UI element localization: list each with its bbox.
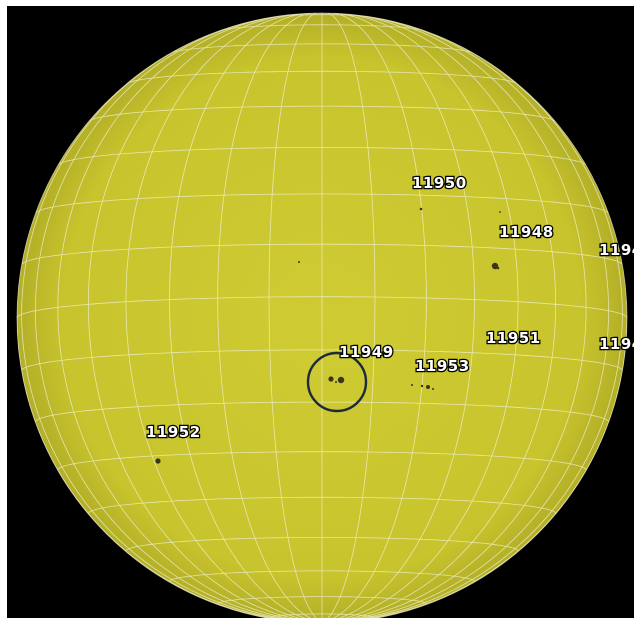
region-label-11950: 11950 bbox=[412, 174, 467, 192]
grid-line bbox=[321, 14, 557, 618]
grid-line bbox=[217, 13, 323, 618]
grid-line bbox=[169, 13, 323, 618]
region-labels: 11950 11948 11946 11951 11944 11949 1195… bbox=[145, 173, 641, 443]
sunspot-11953-c bbox=[411, 384, 413, 386]
sunspot-11949-b bbox=[337, 376, 345, 384]
sunspot-11953-b bbox=[420, 384, 424, 388]
grid-line bbox=[321, 13, 376, 618]
sunspot-minor-b bbox=[499, 211, 501, 213]
grid-line bbox=[321, 34, 623, 618]
sunspot-11953-d bbox=[432, 388, 434, 390]
grid-line bbox=[125, 13, 323, 618]
sun-limb bbox=[16, 12, 628, 618]
sunspots bbox=[155, 207, 501, 464]
sunspot-11949-c bbox=[335, 381, 337, 383]
highlight-circle bbox=[306, 351, 368, 413]
region-label-11952: 11952 bbox=[146, 423, 201, 441]
grid-line bbox=[268, 13, 323, 618]
sunspot-11948 bbox=[491, 262, 499, 270]
heliographic-grid bbox=[17, 13, 627, 618]
sunspot-11952 bbox=[155, 458, 161, 464]
grid-line bbox=[321, 13, 427, 618]
sunspot-11950 bbox=[419, 207, 423, 211]
grid-line bbox=[57, 14, 323, 618]
grid-line bbox=[321, 14, 587, 618]
sunspot-minor-a bbox=[298, 261, 300, 263]
region-label-11946: 11946 bbox=[599, 241, 641, 259]
region-label-11953: 11953 bbox=[415, 357, 470, 375]
sunspot-11949-a bbox=[328, 376, 334, 382]
grid-line bbox=[34, 18, 323, 618]
region-label-11944: 11944 bbox=[599, 335, 641, 353]
grid-line bbox=[321, 13, 519, 618]
sunspot-11948-b bbox=[496, 266, 500, 270]
grid-line bbox=[87, 14, 323, 618]
region-label-11951: 11951 bbox=[486, 329, 541, 347]
grid-line bbox=[21, 34, 323, 618]
grid-line bbox=[321, 18, 610, 618]
region-label-11948: 11948 bbox=[499, 223, 554, 241]
region-label-11949: 11949 bbox=[339, 343, 394, 361]
grid-line bbox=[321, 13, 475, 618]
sunspot-11953-a bbox=[426, 385, 430, 389]
